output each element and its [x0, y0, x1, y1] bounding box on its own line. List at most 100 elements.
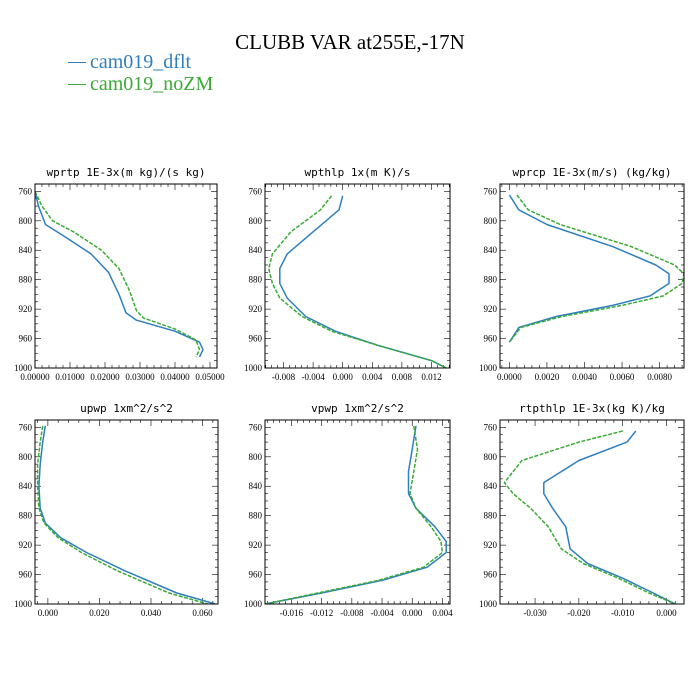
x-tick-label: -0.016 — [280, 608, 304, 618]
x-tick-label: -0.008 — [340, 608, 364, 618]
y-tick-label: 800 — [484, 216, 498, 226]
y-tick-label: 800 — [19, 452, 33, 462]
legend-label-dflt: cam019_dflt — [90, 51, 192, 73]
y-tick-label: 1000 — [479, 599, 498, 609]
panel-title-wprtp: wprtp 1E-3x(m kg)/(s kg) — [47, 166, 206, 179]
x-tick-label: 0.000 — [38, 608, 59, 618]
panel-title-wprcp: wprcp 1E-3x(m/s) (kg/kg) — [513, 166, 672, 179]
y-tick-label: 960 — [484, 334, 498, 344]
legend-label-nozm: cam019_noZM — [90, 73, 214, 95]
y-tick-label: 920 — [19, 540, 33, 550]
x-tick-label: 0.000 — [402, 608, 423, 618]
x-tick-label: 0.000 — [656, 608, 677, 618]
x-tick-label: 0.004 — [432, 608, 453, 618]
series-line-upwp-dflt — [38, 425, 216, 604]
series-line-vpwp-nozm — [265, 425, 444, 604]
panel-frame — [499, 183, 685, 369]
x-tick-label: 0.02000 — [90, 372, 120, 382]
y-tick-label: 800 — [19, 216, 33, 226]
y-tick-label: 880 — [484, 511, 498, 521]
x-tick-label: 0.060 — [192, 608, 213, 618]
panel-upwp: upwp 1xm^2/s^2 760 800 840 880 920 960 1000 0.00… — [14, 402, 219, 618]
x-tick-label: 0.0020 — [535, 372, 560, 382]
y-tick-label: 760 — [19, 422, 33, 432]
legend-item-nozm: cam019_noZM — [68, 73, 213, 95]
x-tick-label: 0.0040 — [572, 372, 597, 382]
panel-title-rtpthlp: rtpthlp 1E-3x(kg K)/kg — [519, 402, 665, 415]
y-tick-label: 800 — [249, 216, 263, 226]
series-line-vpwp-dflt — [265, 425, 447, 604]
y-tick-label: 840 — [484, 481, 498, 491]
y-tick-label: 960 — [249, 334, 263, 344]
panel-rtpthlp: rtpthlp 1E-3x(kg K)/kg 760 800 840 880 920 960… — [479, 402, 685, 618]
panel-frame — [264, 183, 451, 369]
y-tick-label: 760 — [249, 186, 263, 196]
y-tick-label: 840 — [19, 245, 33, 255]
panel-title-wpthlp: wpthlp 1x(m K)/s — [305, 166, 411, 179]
y-tick-label: 920 — [249, 540, 263, 550]
series-line-wpthlp-nozm — [267, 195, 447, 368]
x-tick-label: 0.05000 — [195, 372, 225, 382]
series-line-wprtp-dflt — [35, 191, 204, 358]
x-tick-label: 0.040 — [141, 608, 162, 618]
x-tick-label: 0.004 — [362, 372, 383, 382]
panel-wpthlp: wpthlp 1x(m K)/s 760 800 840 880 920 960 1000 -0… — [244, 166, 451, 382]
y-tick-label: 880 — [484, 275, 498, 285]
legend-swatch-dflt — [68, 61, 86, 63]
series-line-rtpthlp-nozm — [503, 430, 676, 604]
x-tick-label: 0.008 — [392, 372, 413, 382]
y-tick-label: 840 — [19, 481, 33, 491]
y-tick-label: 760 — [484, 422, 498, 432]
x-tick-label: -0.004 — [370, 608, 394, 618]
panel-wprtp: wprtp 1E-3x(m kg)/(s kg) 760 800 840 880 920 9… — [14, 166, 225, 382]
y-tick-label: 920 — [484, 304, 498, 314]
y-tick-label: 760 — [484, 186, 498, 196]
x-tick-label: 0.00000 — [20, 372, 50, 382]
y-tick-label: 760 — [249, 422, 263, 432]
y-tick-label: 1000 — [479, 363, 498, 373]
series-line-wprcp-nozm — [508, 194, 684, 343]
panel-vpwp: vpwp 1xm^2/s^2 760 800 840 880 920 960 1000 -0.0… — [244, 402, 453, 618]
x-tick-label: 0.012 — [421, 372, 441, 382]
panel-frame — [499, 419, 685, 605]
x-tick-label: 0.04000 — [160, 372, 190, 382]
x-tick-label: -0.010 — [611, 608, 635, 618]
series-line-rtpthlp-dflt — [543, 430, 676, 604]
panel-frame — [264, 419, 451, 605]
series-line-wprcp-dflt — [508, 194, 670, 343]
y-tick-label: 960 — [484, 570, 498, 580]
x-tick-label: -0.030 — [523, 608, 547, 618]
x-tick-label: 0.01000 — [55, 372, 85, 382]
y-tick-label: 1000 — [244, 599, 263, 609]
panel-wprcp: wprcp 1E-3x(m/s) (kg/kg) 760 800 840 880 920 9… — [479, 166, 685, 382]
x-tick-label: 0.020 — [89, 608, 110, 618]
y-tick-label: 800 — [484, 452, 498, 462]
x-tick-label: 0.0060 — [610, 372, 635, 382]
series-line-wprtp-nozm — [35, 191, 201, 358]
x-tick-label: -0.008 — [272, 372, 296, 382]
x-tick-label: -0.004 — [301, 372, 325, 382]
y-tick-label: 840 — [484, 245, 498, 255]
y-tick-label: 1000 — [14, 363, 33, 373]
x-tick-label: -0.020 — [567, 608, 591, 618]
panel-title-upwp: upwp 1xm^2/s^2 — [80, 402, 173, 415]
y-tick-label: 960 — [19, 570, 33, 580]
series-line-upwp-nozm — [36, 425, 208, 604]
y-tick-label: 880 — [19, 511, 33, 521]
y-tick-label: 1000 — [14, 599, 33, 609]
x-tick-label: 0.0080 — [647, 372, 672, 382]
y-tick-label: 920 — [19, 304, 33, 314]
y-tick-label: 880 — [249, 275, 263, 285]
y-tick-label: 920 — [484, 540, 498, 550]
y-tick-label: 1000 — [244, 363, 263, 373]
x-tick-label: -0.012 — [310, 608, 333, 618]
x-tick-label: 0.03000 — [125, 372, 155, 382]
figure-title: CLUBB VAR at255E,-17N — [235, 30, 465, 54]
panel-title-vpwp: vpwp 1xm^2/s^2 — [311, 402, 404, 415]
panel-frame — [34, 183, 218, 369]
x-tick-label: 0.0000 — [497, 372, 522, 382]
y-tick-label: 760 — [19, 186, 33, 196]
y-tick-label: 920 — [249, 304, 263, 314]
series-line-wpthlp-dflt — [279, 195, 447, 368]
y-tick-label: 840 — [249, 245, 263, 255]
